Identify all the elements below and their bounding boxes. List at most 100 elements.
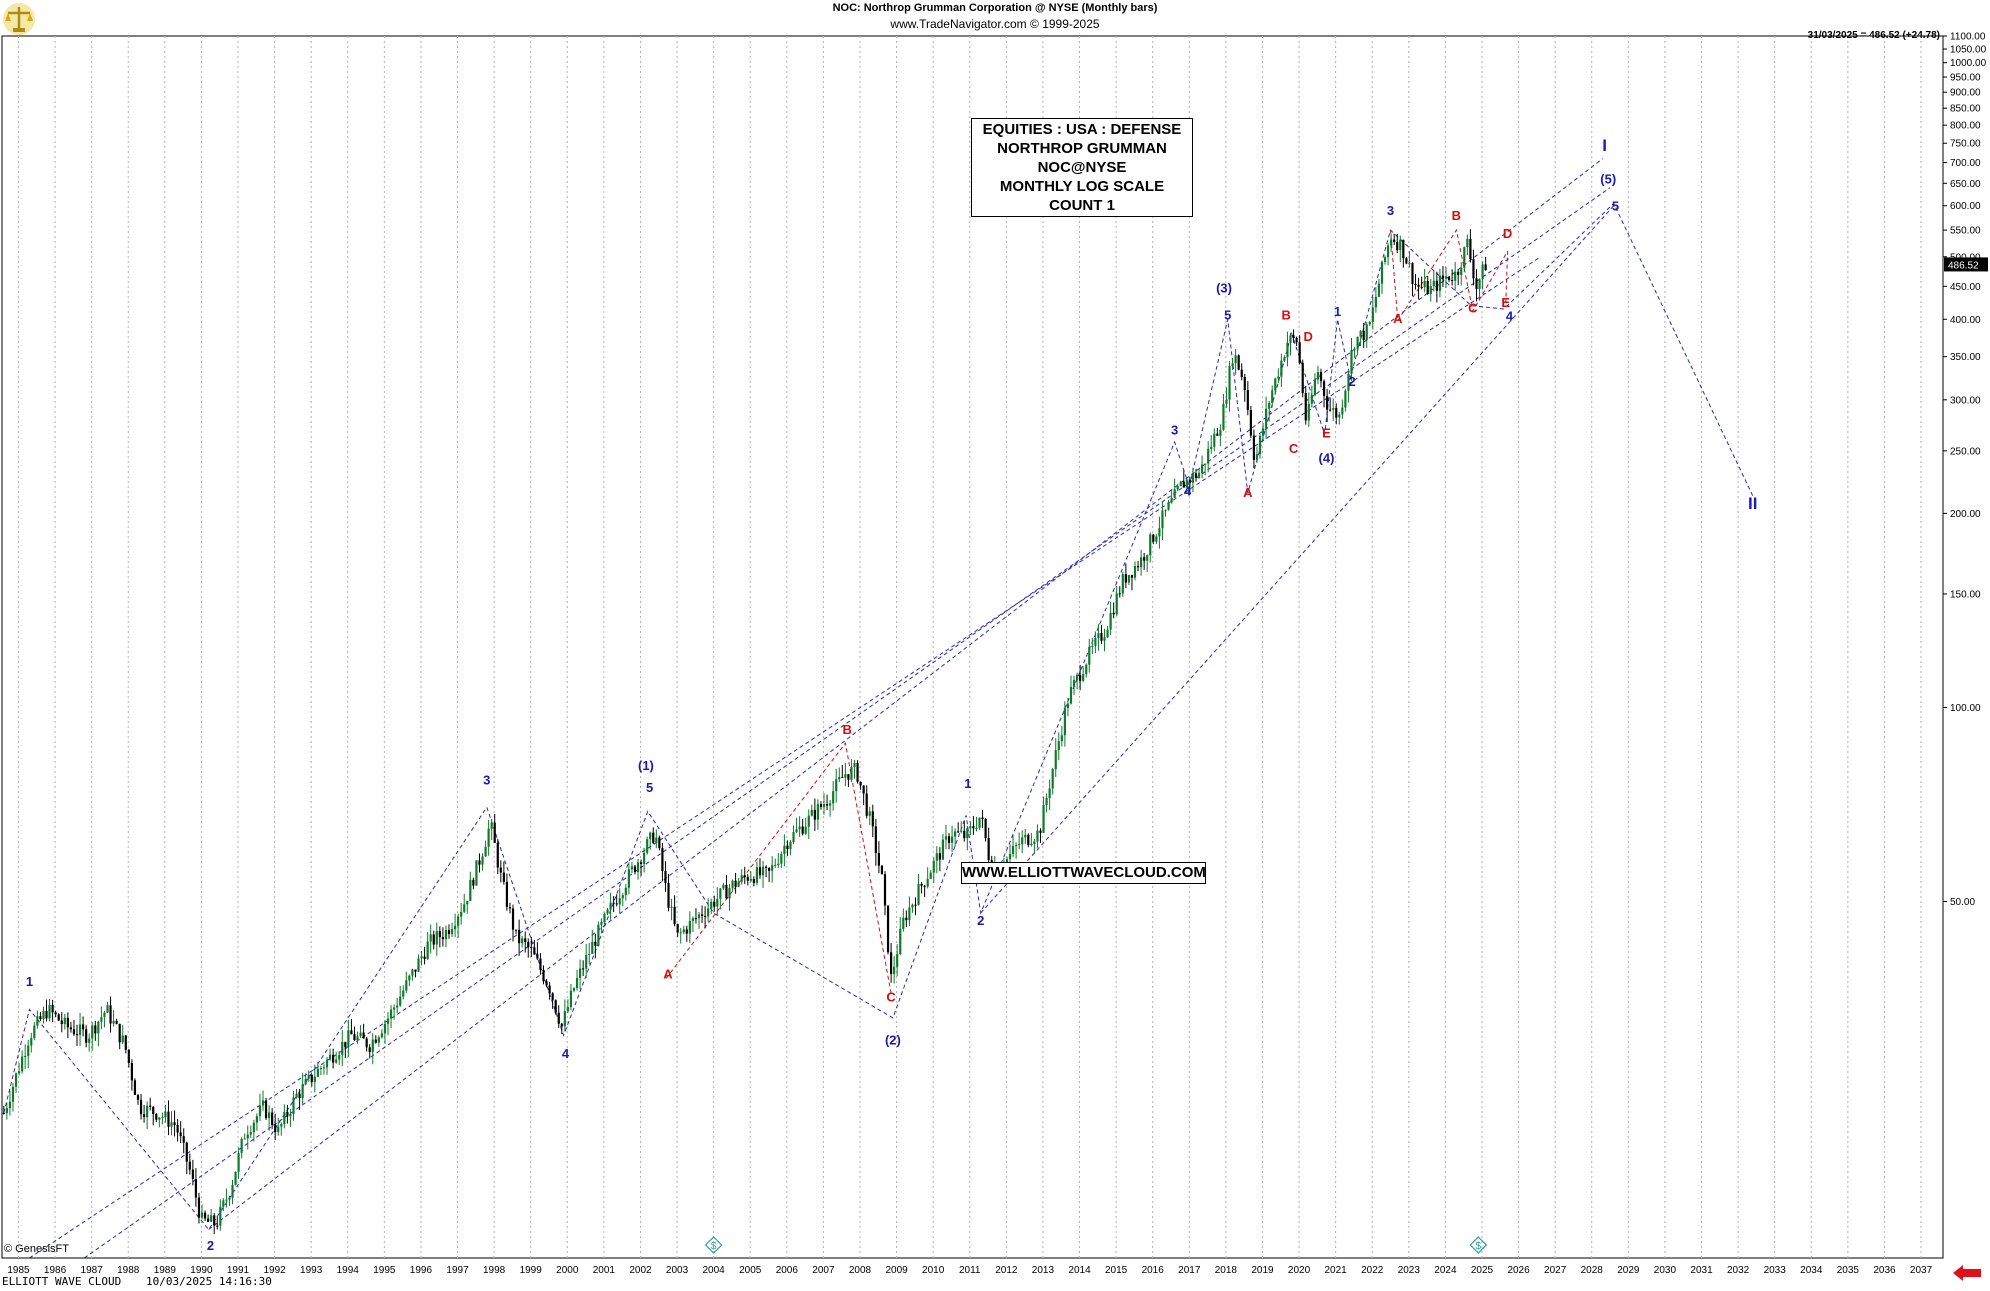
candle-body xyxy=(566,1007,569,1012)
candle-body xyxy=(929,872,932,879)
candle-body xyxy=(1048,788,1051,799)
wave-label: B xyxy=(842,722,851,737)
candle-body xyxy=(874,826,877,853)
candle-body xyxy=(191,1169,194,1180)
info-line: EQUITIES : USA : DEFENSE xyxy=(982,121,1182,138)
candle-body xyxy=(1027,834,1030,845)
candle-body xyxy=(200,1212,204,1218)
candle-body xyxy=(1258,435,1262,455)
candle-body xyxy=(621,895,624,899)
info-line: COUNT 1 xyxy=(1049,197,1115,214)
candle-body xyxy=(453,925,457,930)
candle-body xyxy=(286,1111,289,1117)
candle-body xyxy=(1353,348,1356,351)
candle-body xyxy=(533,947,536,955)
candle-body xyxy=(112,1020,115,1024)
candle-body xyxy=(768,867,771,871)
candle-body xyxy=(188,1161,191,1170)
candle-body xyxy=(816,804,820,820)
wave-label: 1 xyxy=(26,974,33,989)
candle-body xyxy=(1240,369,1243,378)
candle-body xyxy=(319,1068,323,1070)
y-tick-label: 900.00 xyxy=(1950,88,1981,99)
candle-body xyxy=(234,1171,237,1185)
candle-body xyxy=(1024,834,1027,838)
candle-body xyxy=(832,791,835,804)
candle-body xyxy=(1447,276,1451,281)
candle-body xyxy=(1158,528,1161,537)
candle-body xyxy=(17,1071,21,1074)
candle-body xyxy=(627,869,630,888)
candle-body xyxy=(950,836,954,843)
wave-label: 2 xyxy=(977,913,984,928)
candle-body xyxy=(688,920,691,934)
wave-label: 1 xyxy=(1334,304,1341,319)
x-tick-label: 2008 xyxy=(849,1265,872,1276)
x-tick-label: 2035 xyxy=(1837,1265,1860,1276)
candle-body xyxy=(1380,261,1384,284)
candle-body xyxy=(21,1056,24,1072)
candle-body xyxy=(274,1125,277,1133)
candle-body xyxy=(1008,853,1012,860)
candle-body xyxy=(82,1024,85,1030)
x-tick-label: 2009 xyxy=(885,1265,908,1276)
dollar-diamond-glyph: $ xyxy=(1476,1241,1482,1252)
chart-grid xyxy=(17,36,1922,1258)
wave-label: A xyxy=(1243,485,1253,500)
candle-body xyxy=(499,867,502,873)
candle-body xyxy=(542,969,545,982)
candle-body xyxy=(1255,454,1259,460)
candle-body xyxy=(643,852,646,865)
candle-body xyxy=(792,832,795,842)
candle-body xyxy=(944,836,948,840)
candle-body xyxy=(350,1030,353,1035)
candle-body xyxy=(841,777,844,779)
candle-body xyxy=(972,826,975,829)
dollar-diamond-shape xyxy=(1469,1236,1488,1254)
left-arrow-icon[interactable] xyxy=(1952,1264,1982,1282)
candle-body xyxy=(380,1033,384,1038)
candle-body xyxy=(1060,735,1063,742)
y-tick-label: 950.00 xyxy=(1950,73,1981,84)
candle-body xyxy=(1225,399,1228,404)
candle-body xyxy=(1362,330,1365,341)
candle-body xyxy=(853,762,856,768)
candle-body xyxy=(1200,464,1204,473)
candle-body xyxy=(1167,502,1170,510)
candle-body xyxy=(78,1024,82,1035)
candle-body xyxy=(563,1011,566,1027)
wave-label: D xyxy=(1304,329,1313,344)
candle-body xyxy=(1371,307,1374,323)
wave-label: 4 xyxy=(562,1046,570,1061)
wave-label: (3) xyxy=(1216,281,1232,296)
candle-body xyxy=(1460,268,1463,275)
candle-body xyxy=(783,845,786,854)
x-tick-label: 2004 xyxy=(703,1265,726,1276)
candle-body xyxy=(1109,612,1112,630)
candle-body xyxy=(478,860,481,865)
candle-body xyxy=(835,779,838,792)
x-tick-label: 2005 xyxy=(739,1265,762,1276)
candle-body xyxy=(780,853,783,864)
last-price-marker-label: 486.52 xyxy=(1948,260,1979,271)
candle-body xyxy=(1231,363,1234,367)
x-tick-label: 2037 xyxy=(1910,1265,1933,1276)
candle-body xyxy=(554,1000,557,1013)
candle-body xyxy=(917,883,920,905)
x-tick-label: 2022 xyxy=(1361,1265,1384,1276)
candle-body xyxy=(612,902,615,904)
candle-body xyxy=(914,904,917,906)
candle-body xyxy=(1405,258,1408,264)
candle-body xyxy=(295,1093,298,1098)
candle-body xyxy=(1194,473,1198,478)
wave-label: (1) xyxy=(638,758,654,773)
candle-body xyxy=(469,879,472,901)
candle-body xyxy=(1112,612,1115,615)
candle-body xyxy=(1432,280,1435,287)
candle-body xyxy=(728,887,731,899)
candle-body xyxy=(1042,805,1045,833)
candle-body xyxy=(106,1005,109,1013)
candle-body xyxy=(865,793,868,816)
candle-body xyxy=(673,906,676,924)
